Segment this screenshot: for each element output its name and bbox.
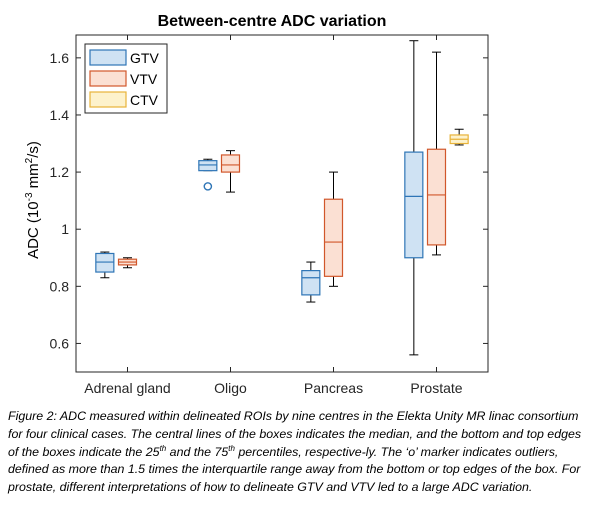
y-axis-label-suffix: /s) [25, 141, 42, 158]
iqr-box [404, 151, 424, 259]
y-axis-label-exponent: -3 [24, 192, 35, 201]
box-plot-chart: Between-centre ADC variation 0.6 0.8 1 1.2 1… [24, 13, 489, 396]
caption-superscript-1: th [159, 443, 167, 453]
iqr-box [220, 154, 241, 173]
chart-title: Between-centre ADC variation [158, 13, 387, 30]
y-tick-label: 1.6 [50, 50, 70, 66]
figure-caption: Figure 2: ADC measured within delineated… [8, 408, 592, 497]
x-tick-label: Prostate [410, 380, 462, 396]
y-axis-label-unit-exponent: 2 [24, 157, 35, 163]
plot-area: 0.6 0.8 1 1.2 1.4 1.6 Adrenal gland Oligo Pancre… [50, 34, 489, 396]
caption-text-1: Figure 2: ADC measured within delineated… [8, 409, 582, 459]
iqr-box [301, 270, 321, 296]
y-tick-label: 0.8 [50, 278, 70, 294]
box-vtv-2 [323, 171, 344, 287]
outlier-marker [203, 182, 213, 191]
y-tick-label: 1 [61, 221, 69, 237]
box-ctv-3 [449, 128, 469, 146]
caption-text-3: percentiles, respective-ly. The ‘o’ mark… [8, 444, 581, 495]
y-axis-label: ADC (10-3 mm2/s) [24, 141, 42, 259]
box-gtv-2 [301, 261, 321, 303]
legend-label-vtv: VTV [130, 71, 158, 87]
box-gtv-0 [95, 251, 115, 279]
x-tick-label: Oligo [214, 380, 247, 396]
y-tick-label: 1.2 [50, 164, 70, 180]
legend-swatch-ctv [89, 91, 127, 108]
iqr-box [323, 198, 344, 277]
y-axis-label-unit: mm [25, 163, 42, 192]
box-gtv-3 [404, 40, 424, 356]
iqr-box [95, 252, 115, 273]
box-vtv-1 [220, 150, 241, 193]
y-tick-label: 0.6 [50, 335, 70, 351]
axes-frame [75, 34, 489, 373]
legend-label-ctv: CTV [130, 92, 159, 108]
caption-superscript-2: th [228, 443, 235, 453]
legend-label-gtv: GTV [130, 50, 159, 66]
caption-text-2: and the 75 [166, 444, 229, 459]
box-vtv-0 [117, 257, 138, 269]
legend-swatch-gtv [89, 49, 127, 66]
y-axis-label-prefix: ADC (10 [25, 201, 42, 259]
x-tick-label: Adrenal gland [84, 380, 170, 396]
iqr-box [198, 160, 218, 172]
iqr-box [426, 148, 447, 246]
box-gtv-1 [198, 158, 218, 191]
x-tick-label: Pancreas [304, 380, 363, 396]
legend-swatch-vtv [89, 70, 127, 87]
box-vtv-3 [426, 51, 447, 256]
y-tick-label: 1.4 [50, 107, 70, 123]
